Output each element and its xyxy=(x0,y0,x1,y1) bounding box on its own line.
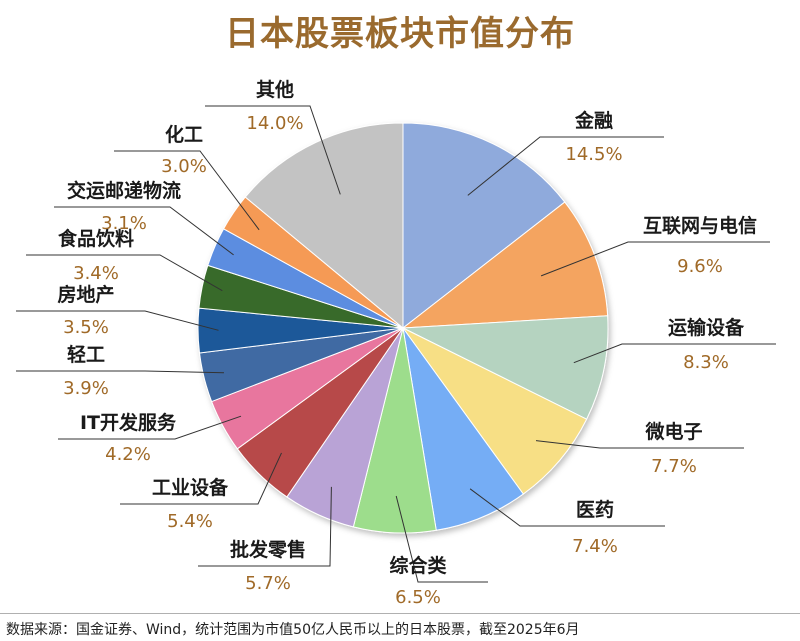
leader-line xyxy=(120,452,282,505)
slice-label: 互联网与电信 xyxy=(643,214,757,237)
slice-percent: 3.9% xyxy=(63,378,109,399)
leader-line xyxy=(16,370,225,374)
leader-line xyxy=(198,486,332,567)
pie-slices xyxy=(197,122,609,534)
slice-percent: 5.4% xyxy=(167,511,213,532)
slice-label: 轻工 xyxy=(67,343,105,366)
slice-label: 医药 xyxy=(576,498,614,521)
slice-label: IT开发服务 xyxy=(80,411,177,434)
pie-chart: 金融 14.5% 互联网与电信 9.6% 运输设备 8.3% 微电子 7.7% 医药 7.4% 综合… xyxy=(16,78,776,608)
slice-percent: 7.7% xyxy=(651,456,697,477)
slice-label: 批发零售 xyxy=(230,538,306,561)
slice-percent: 14.5% xyxy=(565,144,622,165)
slice-label: 交运邮递物流 xyxy=(67,179,181,202)
slice-label: 工业设备 xyxy=(152,476,229,499)
leader-line xyxy=(16,310,219,331)
leader-line xyxy=(54,206,234,256)
slice-percent: 3.4% xyxy=(73,263,119,284)
leader-line xyxy=(467,136,664,196)
chart-title: 日本股票板块市值分布 xyxy=(225,14,575,54)
footer-divider xyxy=(0,613,800,614)
slice-percent: 5.7% xyxy=(245,573,291,594)
pie-slice xyxy=(401,201,609,329)
leader-line xyxy=(469,488,665,527)
slice-percent: 6.5% xyxy=(395,587,441,608)
slice-percent: 8.3% xyxy=(683,352,729,373)
slice-label: 化工 xyxy=(165,123,203,146)
leader-line xyxy=(58,415,242,440)
leader-line xyxy=(114,150,260,231)
slice-label: 其他 xyxy=(256,78,294,101)
leader-line xyxy=(573,343,776,364)
leader-line xyxy=(535,440,744,449)
leader-line xyxy=(205,105,341,195)
leader-line xyxy=(395,495,488,583)
leader-line xyxy=(26,254,223,292)
slice-label: 微电子 xyxy=(644,420,702,443)
slice-percent: 7.4% xyxy=(572,536,618,557)
slice-percent: 3.1% xyxy=(101,213,147,234)
slice-percent: 4.2% xyxy=(105,444,151,465)
slice-label: 房地产 xyxy=(57,283,114,306)
pie-slice xyxy=(401,315,609,420)
leader-line xyxy=(540,241,770,277)
pie-slice xyxy=(402,327,588,495)
slice-percent: 9.6% xyxy=(677,256,723,277)
pie-slice xyxy=(402,122,566,330)
pie-slice xyxy=(244,122,404,330)
slice-percent: 3.5% xyxy=(63,317,109,338)
slice-label: 食品饮料 xyxy=(58,227,134,250)
slice-percent: 14.0% xyxy=(246,113,303,134)
slice-label: 综合类 xyxy=(389,554,446,577)
pie-labels: 金融 14.5% 互联网与电信 9.6% 运输设备 8.3% 微电子 7.7% 医药 7.4% 综合… xyxy=(16,78,776,608)
slice-percent: 3.0% xyxy=(161,156,207,177)
slice-label: 运输设备 xyxy=(668,316,745,339)
source-note: 数据来源：国金证券、Wind，统计范围为市值50亿人民币以上的日本股票，截至20… xyxy=(6,622,580,638)
slice-label: 金融 xyxy=(574,109,613,132)
